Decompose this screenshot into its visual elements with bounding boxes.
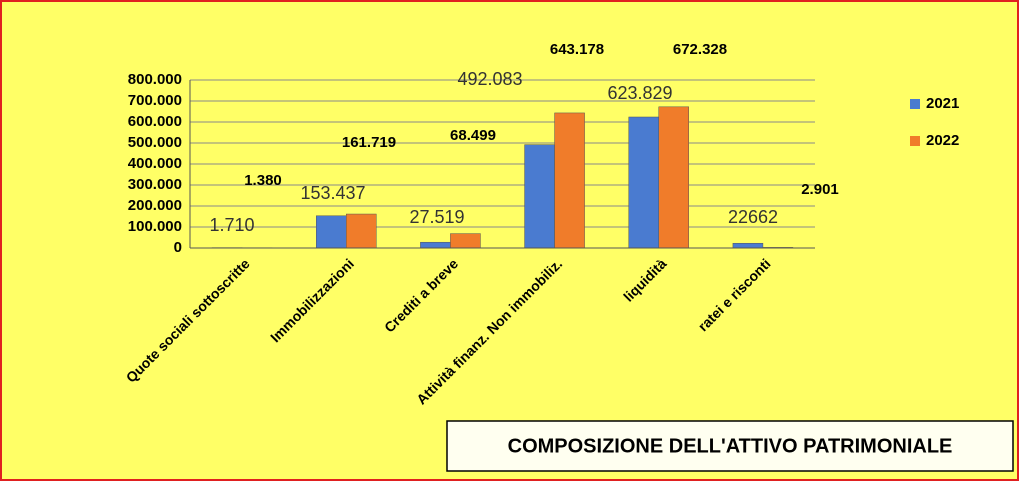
data-label: 643.178 <box>550 41 604 58</box>
data-label: 1.380 <box>244 172 282 189</box>
y-tick-label: 600.000 <box>128 113 182 130</box>
data-label: 68.499 <box>450 127 496 144</box>
bar <box>316 215 347 249</box>
data-label: 22662 <box>728 207 778 227</box>
y-tick-label: 800.000 <box>128 71 182 88</box>
data-label: 623.829 <box>607 83 672 103</box>
bar <box>420 241 451 249</box>
data-label: 27.519 <box>409 207 464 227</box>
y-tick-label: 200.000 <box>128 197 182 214</box>
y-tick-label: 300.000 <box>128 176 182 193</box>
bar <box>346 213 377 249</box>
data-label: 153.437 <box>300 183 365 203</box>
data-label: 1.710 <box>209 215 254 235</box>
y-tick-label: 700.000 <box>128 92 182 109</box>
y-tick-label: 500.000 <box>128 134 182 151</box>
chart-title: COMPOSIZIONE DELL'ATTIVO PATRIMONIALE <box>508 435 953 457</box>
bar <box>658 106 689 249</box>
bar <box>554 112 585 249</box>
legend-label: 2021 <box>926 95 959 112</box>
bar <box>450 233 481 249</box>
bar <box>524 144 555 249</box>
bar <box>732 242 764 249</box>
data-label: 672.328 <box>673 41 727 58</box>
data-label: 161.719 <box>342 134 396 151</box>
bar <box>628 116 659 249</box>
data-label: 492.083 <box>457 69 522 89</box>
legend-swatch <box>910 136 920 146</box>
data-label: 2.901 <box>801 181 839 198</box>
title-box <box>446 420 1014 472</box>
legend-swatch <box>910 99 920 109</box>
y-tick-label: 400.000 <box>128 155 182 172</box>
legend-label: 2022 <box>926 132 959 149</box>
y-tick-label: 100.000 <box>128 218 182 235</box>
y-tick-label: 0 <box>174 239 182 256</box>
